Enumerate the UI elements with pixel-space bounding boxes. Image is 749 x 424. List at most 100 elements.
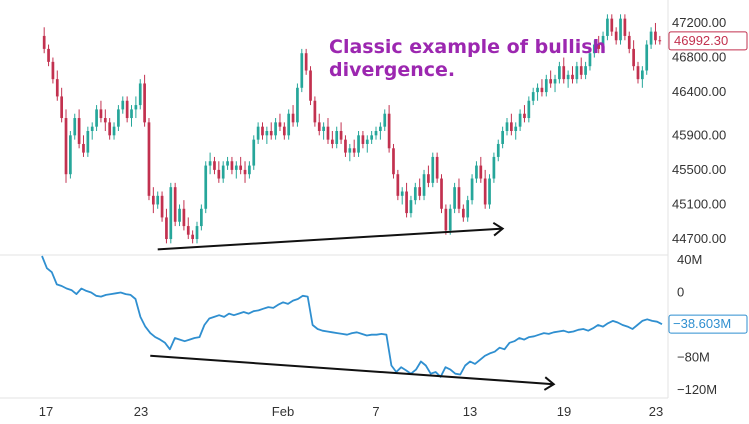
candle <box>413 182 417 205</box>
candle <box>348 143 352 162</box>
indicator-tick-label: −80M <box>677 349 710 364</box>
candle <box>256 122 260 144</box>
candle <box>606 14 609 41</box>
candle <box>125 96 129 123</box>
candle <box>300 48 304 93</box>
candle <box>169 182 173 244</box>
price-candles <box>42 14 662 244</box>
candle-body <box>387 113 391 149</box>
candle <box>374 126 378 140</box>
candle-body <box>248 165 251 175</box>
candle-body <box>374 131 378 136</box>
candle <box>112 122 116 140</box>
candle <box>636 61 640 84</box>
candle <box>208 152 212 175</box>
price-tick-label: 47200.00 <box>672 15 726 30</box>
candle <box>505 118 509 136</box>
candle-body <box>326 126 330 140</box>
candle <box>248 161 251 179</box>
candle <box>422 169 426 201</box>
candle <box>654 22 657 45</box>
candle-body <box>575 66 579 80</box>
candle <box>335 126 339 149</box>
candle <box>99 100 103 123</box>
candle-body <box>322 126 325 131</box>
candle-body <box>400 191 404 196</box>
candle-body <box>234 165 238 170</box>
candle <box>553 74 557 93</box>
candle-body <box>614 31 618 41</box>
candle-body <box>422 174 426 196</box>
candle-body <box>125 100 129 119</box>
candle <box>510 113 513 136</box>
candle <box>566 70 570 88</box>
candle-body <box>117 109 120 127</box>
candle-body <box>409 200 413 214</box>
last-indicator-badge: −38.603M <box>668 314 748 334</box>
candle-body <box>195 226 199 240</box>
indicator-divergence-arrow-shaft <box>150 354 554 386</box>
candle <box>614 27 618 45</box>
candle <box>383 109 387 131</box>
candle-body <box>82 143 85 153</box>
candle-body <box>466 200 470 218</box>
candle-body <box>357 135 360 153</box>
candle-body <box>658 40 662 42</box>
candle <box>619 14 622 45</box>
candle <box>182 200 186 231</box>
candle <box>339 122 343 144</box>
candle-body <box>488 178 491 205</box>
candle-body <box>501 131 504 144</box>
candle <box>475 161 478 183</box>
candle <box>496 139 500 162</box>
candle <box>304 48 308 75</box>
candle-body <box>60 96 64 119</box>
candle <box>365 135 369 153</box>
candle-body <box>335 131 339 144</box>
grid-layer <box>0 0 669 399</box>
candle <box>165 208 168 244</box>
candle <box>352 139 356 157</box>
candle-body <box>527 100 531 119</box>
axis-labels: 47200.00 46800.00 46400.00 45900.00 45500.00… <box>39 15 748 419</box>
candle-body <box>483 178 487 205</box>
candle-body <box>392 148 395 175</box>
candle-body <box>282 126 286 136</box>
candle <box>82 135 85 157</box>
candle <box>322 122 325 140</box>
time-tick-label: Feb <box>272 404 294 419</box>
last-indicator-badge-box <box>668 314 748 334</box>
indicator-tick-label: 0 <box>677 285 684 300</box>
candle-body <box>156 195 160 205</box>
candle-body <box>99 109 103 119</box>
candle-body <box>64 118 68 175</box>
indicator-divergence-arrow-head <box>543 376 556 391</box>
candle <box>274 118 277 140</box>
candle <box>444 204 448 235</box>
candle <box>252 135 256 170</box>
candle <box>296 83 299 127</box>
candle <box>95 105 98 131</box>
candle <box>326 118 330 144</box>
candle-body <box>588 53 592 67</box>
indicator-tick-label: −120M <box>677 382 717 397</box>
candle <box>627 31 631 54</box>
candle <box>309 66 312 106</box>
time-tick-label: 17 <box>39 404 53 419</box>
candle <box>640 66 644 88</box>
candle-body <box>178 208 181 222</box>
candle <box>330 131 334 149</box>
candle <box>213 156 216 175</box>
candle <box>544 74 548 97</box>
candle-body <box>278 122 282 127</box>
candle-body <box>265 131 269 136</box>
candle-body <box>592 44 596 54</box>
candle <box>579 57 583 80</box>
candle-body <box>73 118 77 136</box>
candle-body <box>553 79 557 84</box>
last-indicator-value: −38.603M <box>673 316 731 331</box>
candle <box>291 105 295 127</box>
candle-body <box>510 122 513 131</box>
candle <box>55 70 59 101</box>
candle <box>287 109 291 140</box>
